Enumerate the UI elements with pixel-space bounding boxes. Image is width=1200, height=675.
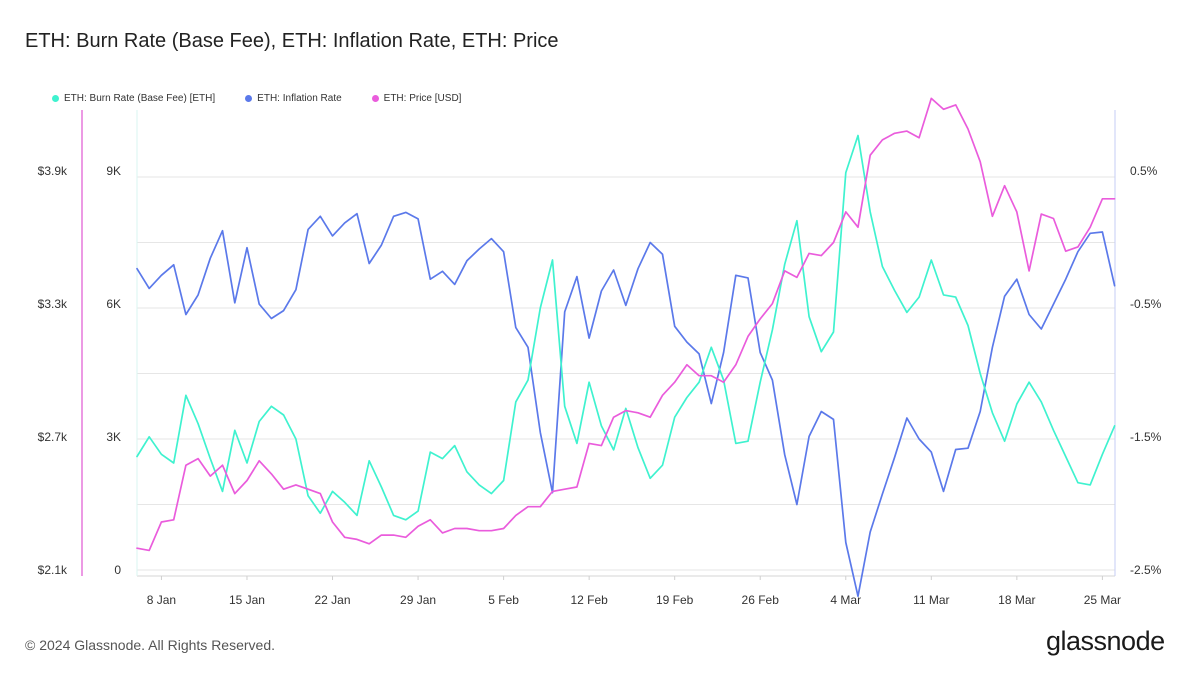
legend-item-burn-rate[interactable]: ETH: Burn Rate (Base Fee) [ETH]	[52, 93, 215, 104]
y-tick-label-price: $2.7k	[38, 430, 68, 444]
y-tick-label-burn: 0	[114, 563, 121, 577]
y-tick-label-price: $3.3k	[38, 297, 68, 311]
x-tick-label: 22 Jan	[315, 593, 351, 607]
y-tick-label-inflation: -1.5%	[1130, 430, 1162, 444]
x-tick-label: 12 Feb	[570, 593, 608, 607]
legend-label-inflation-rate: ETH: Inflation Rate	[257, 93, 342, 104]
legend-item-inflation-rate[interactable]: ETH: Inflation Rate	[245, 93, 342, 104]
copyright-notice: © 2024 Glassnode. All Rights Reserved.	[25, 637, 276, 653]
y-tick-label-burn: 6K	[106, 297, 121, 311]
x-tick-label: 4 Mar	[830, 593, 861, 607]
x-tick-label: 26 Feb	[742, 593, 780, 607]
x-tick-label: 18 Mar	[998, 593, 1035, 607]
chart-legend: ETH: Burn Rate (Base Fee) [ETH] ETH: Inf…	[52, 93, 461, 104]
y-tick-label-inflation: -0.5%	[1130, 297, 1162, 311]
legend-label-price: ETH: Price [USD]	[383, 93, 462, 104]
x-tick-label: 5 Feb	[488, 593, 519, 607]
x-tick-label: 15 Jan	[229, 593, 265, 607]
legend-dot-burn-rate	[52, 95, 59, 102]
legend-item-price[interactable]: ETH: Price [USD]	[371, 93, 462, 104]
legend-label-burn-rate: ETH: Burn Rate (Base Fee) [ETH]	[64, 93, 216, 104]
y-tick-label-burn: 3K	[106, 430, 121, 444]
glassnode-logo: glassnode	[1046, 626, 1165, 656]
legend-dot-price	[371, 95, 379, 102]
x-tick-label: 8 Jan	[147, 593, 176, 607]
legend-dot-inflation-rate	[245, 95, 253, 102]
x-tick-label: 25 Mar	[1084, 593, 1121, 607]
series-line-burn	[136, 134, 1116, 521]
y-tick-label-inflation: -2.5%	[1130, 563, 1162, 577]
y-tick-label-inflation: 0.5%	[1130, 164, 1158, 178]
y-tick-label-price: $2.1k	[38, 563, 68, 577]
x-tick-label: 19 Feb	[656, 593, 694, 607]
chart-title: ETH: Burn Rate (Base Fee), ETH: Inflatio…	[25, 30, 559, 52]
x-tick-label: 29 Jan	[400, 593, 436, 607]
x-tick-label: 11 Mar	[913, 593, 949, 607]
y-tick-label-burn: 9K	[106, 164, 121, 178]
series-line-inflation	[136, 211, 1116, 598]
series-line-price	[136, 97, 1116, 552]
y-tick-label-price: $3.9k	[38, 164, 68, 178]
